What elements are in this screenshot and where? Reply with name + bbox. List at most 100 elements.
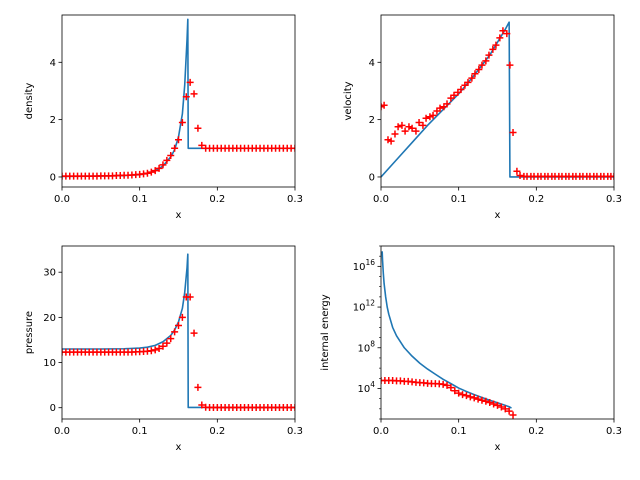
internal-energy-data-point xyxy=(478,396,486,404)
density-data-point xyxy=(159,161,167,169)
density-plot-content xyxy=(62,18,295,180)
density-data-point xyxy=(155,164,163,172)
velocity-data-point xyxy=(509,129,517,137)
velocity-data-point xyxy=(415,119,423,126)
velocity-x-tick-label: 0.3 xyxy=(606,194,622,205)
velocity-data-point xyxy=(485,51,493,59)
pressure-data-point xyxy=(175,321,182,329)
velocity-data-point xyxy=(516,172,524,180)
density-y-tick-label: 0 xyxy=(50,172,56,183)
internal-energy-y-tick-label: 1012 xyxy=(353,299,376,314)
internal-energy-data-point xyxy=(443,381,451,389)
pressure-y-tick-label: 0 xyxy=(50,403,56,414)
pressure-y-tick-label: 10 xyxy=(43,358,56,369)
density-data-point xyxy=(151,167,159,175)
velocity-x-tick-label: 0.1 xyxy=(451,194,467,205)
velocity-plot-content xyxy=(381,21,614,180)
internal-energy-plot-area xyxy=(381,246,614,419)
pressure-x-tick-label: 0.0 xyxy=(54,426,70,437)
velocity-data-point xyxy=(408,124,416,132)
velocity-y-tick-label: 4 xyxy=(369,58,375,69)
density-data-point xyxy=(175,136,182,144)
velocity-data-point xyxy=(405,123,413,131)
velocity-data-point xyxy=(457,86,465,94)
pressure-x-tick-label: 0.1 xyxy=(132,426,148,437)
internal-energy-data-point xyxy=(451,387,459,395)
internal-energy-data-point xyxy=(470,394,478,402)
velocity-data-point xyxy=(419,121,427,129)
density-y-axis-title: density xyxy=(24,83,35,120)
density-x-tick-label: 0.1 xyxy=(132,194,148,205)
internal-energy-axes-frame xyxy=(380,245,615,420)
density-data-point xyxy=(178,119,186,126)
pressure-data-point xyxy=(159,342,167,350)
velocity-x-tick-label: 0.2 xyxy=(528,194,544,205)
pressure-data-point xyxy=(151,346,159,354)
internal-energy-data-point xyxy=(509,411,517,419)
internal-energy-data-point xyxy=(462,392,470,400)
velocity-data-point xyxy=(464,78,472,86)
density-data-point xyxy=(167,151,175,159)
pressure-x-tick-label: 0.3 xyxy=(287,426,303,437)
pressure-x-tick-label: 0.2 xyxy=(209,426,225,437)
density-data-point xyxy=(163,156,171,164)
subplot-density: 0.0 0.1 0.2 0.3 0 2 4 x density xyxy=(24,14,303,221)
pressure-data-point xyxy=(291,403,295,411)
internal-energy-x-tick-label: 0.1 xyxy=(451,426,467,437)
velocity-data-point xyxy=(492,41,500,49)
internal-energy-data-point xyxy=(474,395,482,403)
internal-energy-data-point xyxy=(459,391,467,399)
subplot-velocity: 0.0 0.1 0.2 0.3 0 2 4 x velocity xyxy=(343,14,622,221)
pressure-plot-area xyxy=(62,246,295,419)
velocity-data-point xyxy=(387,137,395,145)
internal-energy-y-tick-label: 1016 xyxy=(353,258,376,273)
internal-energy-plot-content xyxy=(381,251,517,419)
pressure-x-axis-title: x xyxy=(176,442,182,453)
internal-energy-data-point xyxy=(501,405,509,413)
velocity-data-point xyxy=(513,167,521,175)
density-x-tick-label: 0.3 xyxy=(287,194,303,205)
internal-energy-x-axis-title: x xyxy=(495,442,501,453)
pressure-y-tick-label: 20 xyxy=(43,313,56,324)
velocity-data-point xyxy=(506,61,514,69)
velocity-data-point xyxy=(496,34,504,42)
density-data-point xyxy=(186,78,194,86)
velocity-axes-frame xyxy=(380,14,615,188)
pressure-plot-content xyxy=(62,253,295,411)
internal-energy-data-point xyxy=(455,389,463,397)
velocity-data-point xyxy=(482,57,490,65)
velocity-data-point xyxy=(450,91,458,99)
density-data-point xyxy=(190,90,198,98)
internal-energy-data-point xyxy=(494,401,501,409)
velocity-data-point xyxy=(478,61,486,69)
pressure-axes-frame xyxy=(61,245,296,420)
density-data-point xyxy=(182,93,190,101)
velocity-data-point xyxy=(381,103,385,111)
density-data-point xyxy=(171,144,179,152)
velocity-data-point xyxy=(471,70,479,78)
pressure-data-point xyxy=(155,345,163,353)
velocity-data-point xyxy=(610,172,614,180)
pressure-data-point xyxy=(178,313,186,321)
pressure-data-point xyxy=(167,335,175,343)
pressure-data-point xyxy=(171,328,179,336)
velocity-data-point xyxy=(468,74,476,82)
velocity-data-point xyxy=(503,30,511,38)
density-x-tick-label: 0.0 xyxy=(54,194,70,205)
internal-energy-y-tick-label: 104 xyxy=(357,380,375,395)
internal-energy-data-point xyxy=(486,398,494,406)
pressure-data-point xyxy=(190,329,198,337)
density-data-point xyxy=(198,141,206,149)
velocity-data-point xyxy=(391,130,399,138)
internal-energy-data-point xyxy=(505,407,513,415)
density-data-point xyxy=(194,124,202,132)
internal-energy-data-point xyxy=(439,380,447,388)
velocity-data-point xyxy=(429,111,437,119)
velocity-y-tick-label: 0 xyxy=(369,172,375,183)
internal-energy-data-point xyxy=(447,384,455,392)
density-data-point xyxy=(147,168,155,176)
internal-energy-x-tick-label: 0.0 xyxy=(373,426,389,437)
pressure-data-point xyxy=(163,339,171,347)
velocity-data-point xyxy=(398,121,406,129)
